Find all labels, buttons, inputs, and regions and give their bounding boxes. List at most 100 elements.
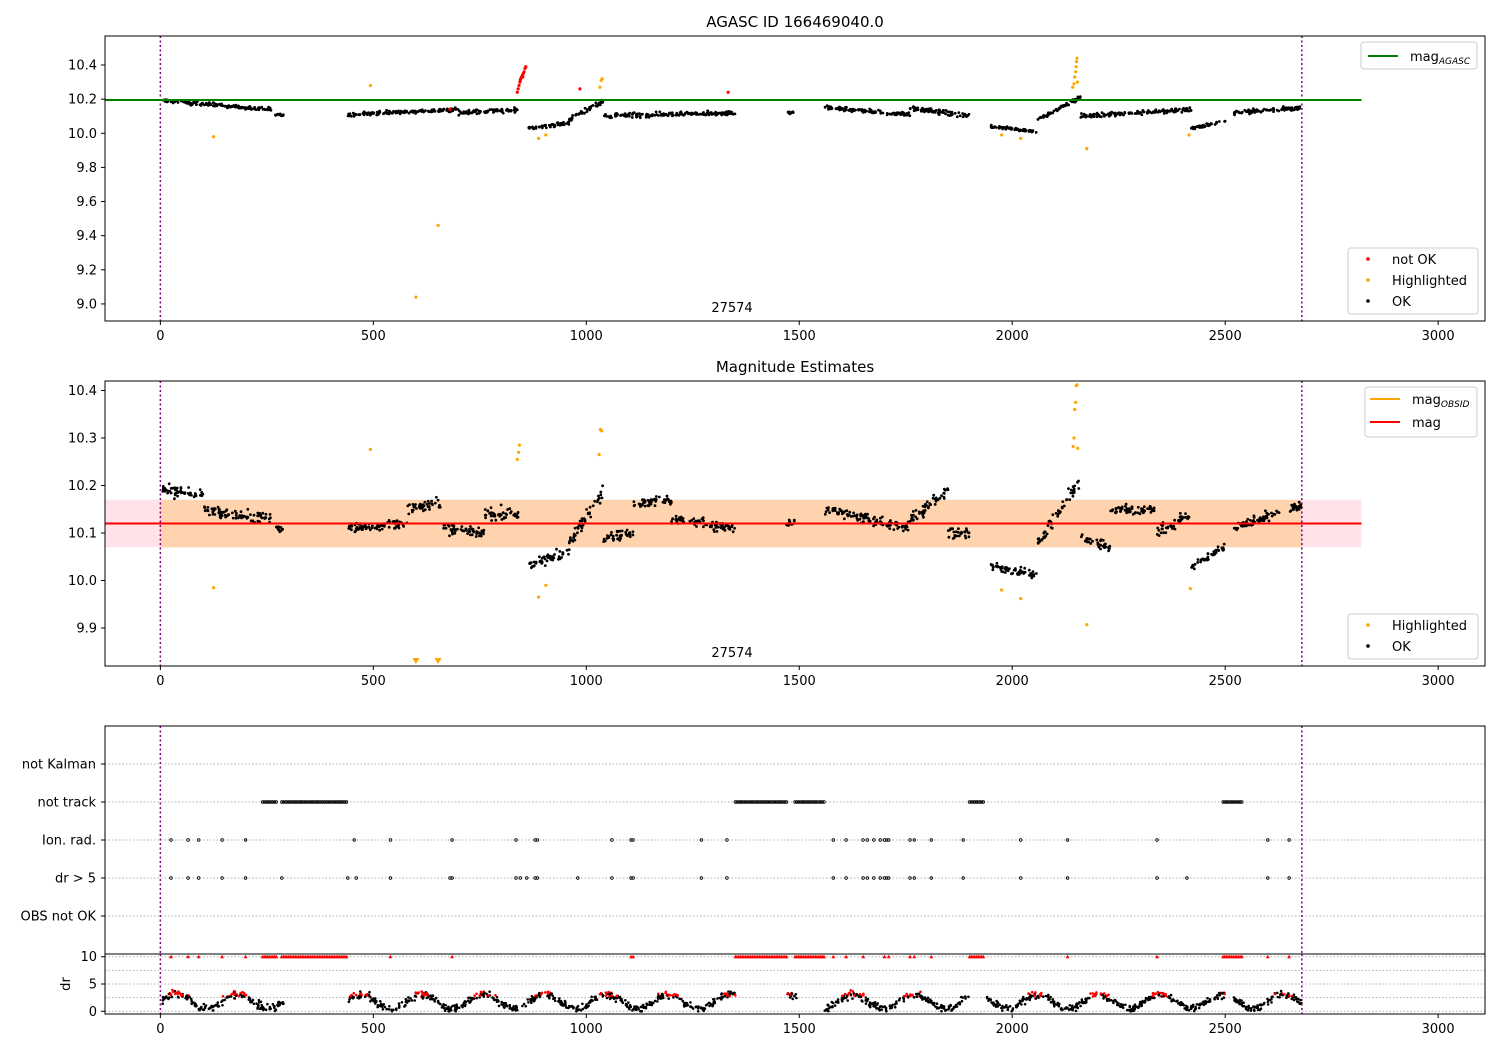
panel2-obsid-label: 27574 (711, 646, 752, 661)
ok-point (161, 485, 165, 488)
dr-ok-point (656, 997, 660, 1000)
agasc-magnitude-panel: 9.09.29.49.69.810.010.210.40 500 1000 1500 2… (68, 36, 1455, 344)
ok-point (1119, 510, 1122, 513)
ok-point (528, 562, 532, 565)
panel4-frame (104, 953, 1486, 1015)
ok-point (670, 114, 674, 118)
ok-point (1056, 514, 1060, 518)
dr-ok-point (1117, 1002, 1120, 1005)
dr-ok-point (1254, 1005, 1257, 1009)
dr-ok-point (791, 997, 794, 1001)
ok-point (663, 501, 667, 504)
dr-ok-point (266, 1002, 269, 1006)
dr-ok-point (1240, 1002, 1244, 1006)
dr-ok-point (447, 1005, 450, 1009)
flag-marker (533, 876, 537, 880)
dr-ok-point (897, 998, 901, 1002)
flag-marker (1224, 800, 1229, 804)
dr-ok-point (682, 1004, 686, 1007)
ok-point (540, 124, 544, 128)
ok-point (957, 527, 960, 531)
ok-point (1272, 110, 1275, 113)
ok-point (599, 493, 603, 497)
ok-point (482, 532, 485, 536)
ok-point (203, 505, 206, 509)
dr-ok-point (1020, 1003, 1023, 1006)
dr-ok-point (868, 1001, 872, 1004)
dr-ok-point (950, 1009, 953, 1012)
ok-point (1156, 526, 1160, 530)
dr-ok-point (851, 997, 854, 1000)
ok-point (1046, 524, 1050, 527)
ok-point (545, 559, 549, 563)
flag-marker (332, 800, 337, 804)
ok-point (1253, 111, 1257, 114)
dr-ok-point (161, 999, 165, 1002)
dr-ok-point (621, 1001, 625, 1005)
dr-ok-point (1047, 997, 1051, 1001)
flag-marker (978, 800, 982, 804)
dr-ok-point (197, 1007, 201, 1011)
dr-ok-point (216, 1001, 220, 1004)
ok-point (509, 510, 513, 513)
ok-point (245, 107, 249, 110)
legend-mag-agasc (1360, 41, 1478, 70)
dr-flagged-point (417, 991, 421, 994)
ok-point (1014, 567, 1017, 570)
ok-point (1035, 572, 1038, 575)
dr-ok-point (453, 1009, 457, 1012)
flag-marker (326, 800, 330, 804)
flag-marker (280, 876, 284, 880)
dr-ok-point (558, 997, 561, 1000)
ok-point (1054, 511, 1058, 515)
ok-point (879, 111, 883, 115)
ok-point (1124, 505, 1127, 508)
dr-ok-point (1220, 997, 1224, 1001)
ok-point (1188, 106, 1192, 110)
ok-point (597, 496, 601, 500)
ok-point (921, 513, 925, 517)
highlighted-point (212, 135, 216, 139)
dr-ok-point (1252, 1005, 1255, 1008)
ok-point (1108, 111, 1112, 115)
dr-ok-point (1167, 995, 1170, 999)
flag-marker (752, 800, 756, 804)
flag-marker (1266, 876, 1270, 880)
dr-flagged-point (230, 993, 233, 996)
dr-ok-point (497, 1004, 501, 1008)
flag-marker (884, 838, 889, 842)
flag-marker (307, 800, 311, 804)
dr-ok-point (1120, 1005, 1123, 1008)
ok-point (1149, 511, 1153, 514)
flag-marker (798, 800, 802, 804)
ok-point (195, 103, 198, 106)
ok-point (1150, 508, 1154, 511)
ok-point (662, 498, 666, 501)
ok-point (538, 555, 541, 559)
ok-point (1004, 126, 1008, 130)
ok-point (1261, 517, 1265, 521)
ok-point (858, 517, 862, 521)
dr-ok-point (634, 1007, 638, 1010)
flag-marker (887, 838, 891, 842)
dr-ok-point (379, 1000, 382, 1003)
dr-ok-point (485, 992, 488, 996)
legend-point-types (1347, 247, 1479, 315)
dr-flagged-point (725, 994, 729, 997)
dr-ok-point (672, 996, 675, 999)
dr-flagged-point (608, 995, 611, 998)
dr-ok-point (194, 1002, 197, 1006)
ok-point (534, 560, 538, 564)
flag-marker (738, 800, 743, 804)
dr-ok-point (1296, 1000, 1300, 1004)
dr-ok-point (457, 1006, 461, 1010)
ok-point (553, 553, 556, 556)
dr-ok-point (1125, 1008, 1129, 1012)
dr-ok-point (1001, 1009, 1004, 1012)
dr-ok-point (720, 993, 723, 996)
ok-point (198, 488, 202, 491)
ok-point (862, 516, 866, 520)
ok-point (377, 111, 381, 115)
flag-marker (302, 800, 306, 804)
flag-marker (766, 800, 770, 804)
